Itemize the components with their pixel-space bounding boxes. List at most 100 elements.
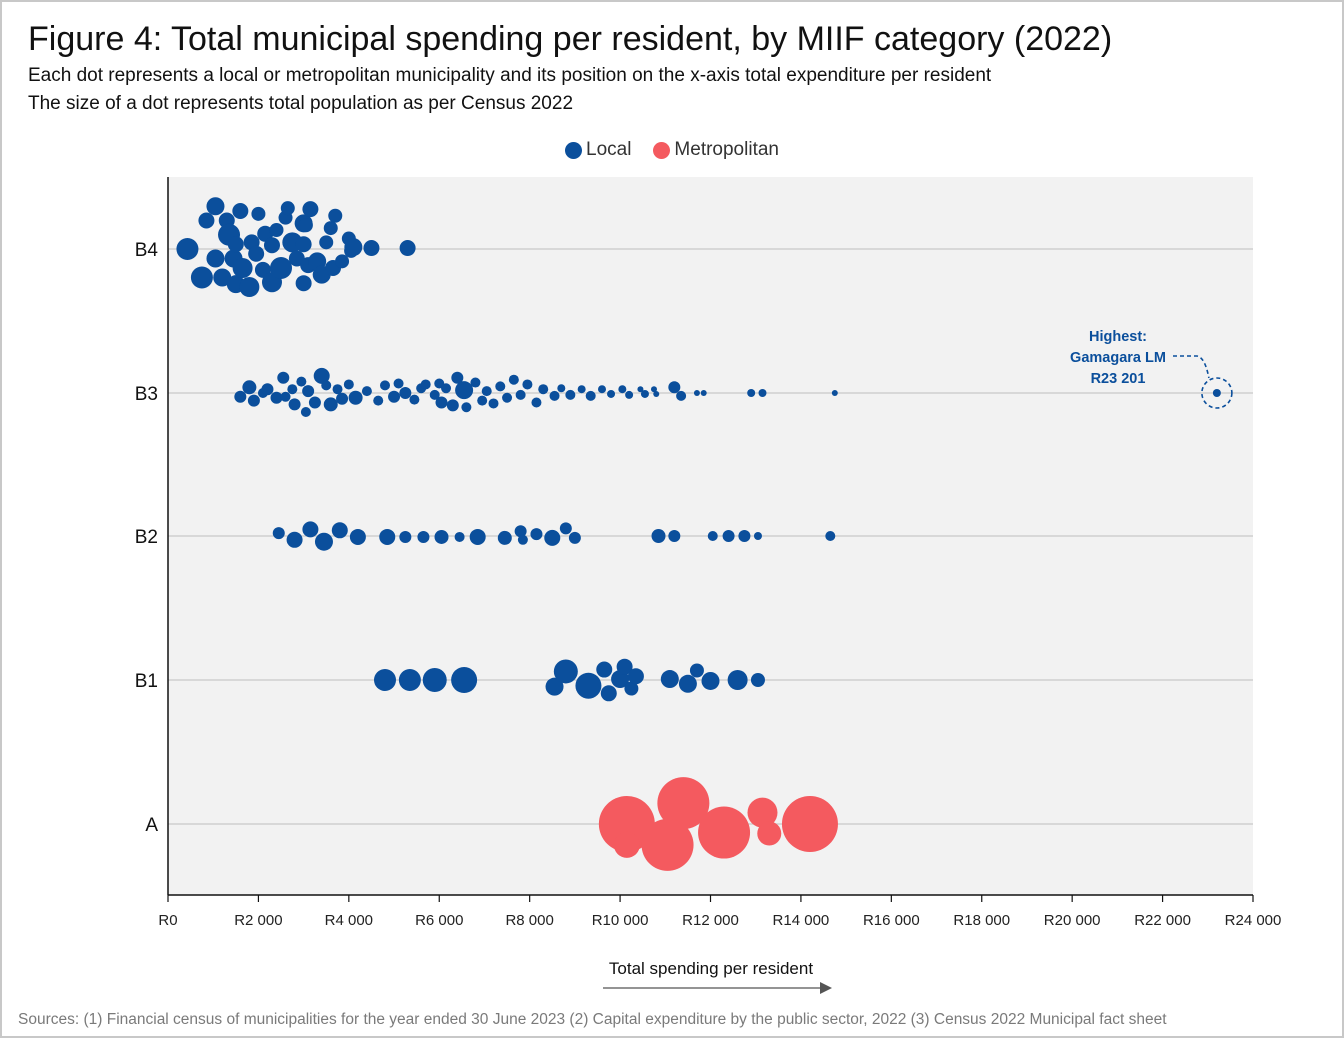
- data-dot-b3: [300, 407, 311, 417]
- data-dot-b2: [497, 530, 512, 545]
- x-tick-label: R16 000: [863, 912, 920, 929]
- data-dot-b2: [434, 529, 449, 544]
- data-dot-b4: [328, 208, 343, 223]
- data-dot-b3: [308, 396, 321, 409]
- data-dot-b1: [678, 674, 697, 693]
- data-dot-b3: [441, 383, 452, 394]
- data-dot-b1: [553, 659, 578, 684]
- x-tick-label: R6 000: [415, 912, 463, 929]
- y-tick-label: B4: [135, 240, 159, 261]
- data-dot-b3: [758, 389, 767, 397]
- data-dot-b2: [559, 522, 572, 535]
- data-dot-b3: [515, 389, 526, 400]
- data-dot-b4: [319, 235, 334, 250]
- data-dot-b1: [398, 669, 421, 691]
- sources-note: Sources: (1) Financial census of municip…: [18, 1011, 1167, 1028]
- data-dot-b2: [738, 530, 751, 542]
- data-dot-b2: [651, 529, 666, 543]
- x-axis-title: Total spending per resident: [609, 959, 813, 978]
- annotation-line: R23 201: [1091, 371, 1146, 387]
- data-dot-b4: [206, 197, 225, 216]
- legend-label-local: Local: [586, 139, 632, 160]
- data-dot-b3: [332, 384, 343, 395]
- data-dot-b3: [577, 385, 586, 394]
- data-dot-b4: [323, 221, 338, 236]
- data-dot-b3: [270, 391, 283, 404]
- data-dot-b2: [825, 531, 836, 541]
- data-dot-b3: [637, 386, 644, 393]
- data-dot-a: [781, 796, 838, 852]
- data-dot-b3: [495, 381, 506, 392]
- y-tick-label: B3: [135, 384, 158, 405]
- data-dot-b3: [747, 389, 756, 397]
- data-dot-b1: [660, 670, 679, 689]
- legend-label-metropolitan: Metropolitan: [674, 139, 779, 160]
- x-tick-label: R22 000: [1134, 912, 1191, 929]
- data-dot-b3: [598, 385, 606, 394]
- data-dot-b4: [232, 258, 253, 278]
- data-dot-a: [613, 831, 640, 858]
- data-dot-b3: [668, 381, 681, 394]
- data-dot-b4: [269, 223, 284, 237]
- data-dot-b2: [722, 530, 735, 542]
- data-dot-b2: [302, 521, 319, 538]
- data-dot-b3: [477, 395, 488, 406]
- data-dot-b3: [676, 390, 687, 401]
- data-dot-b2: [469, 528, 486, 545]
- data-dot-b3: [393, 378, 404, 389]
- data-dot-b3: [277, 371, 290, 384]
- data-dot-b1: [627, 668, 644, 685]
- x-tick-label: R4 000: [325, 912, 373, 929]
- annotation-line: Highest:: [1089, 329, 1147, 345]
- x-tick-label: R8 000: [505, 912, 553, 929]
- data-dot-b3: [618, 385, 627, 394]
- data-dot-b3: [247, 394, 260, 407]
- data-dot-b1: [616, 658, 633, 675]
- x-tick-label: R20 000: [1044, 912, 1101, 929]
- data-dot-b1: [727, 670, 748, 690]
- data-dot-b4: [335, 254, 350, 269]
- data-dot-b2: [314, 532, 333, 551]
- data-dot-b3: [380, 380, 390, 391]
- data-dot-b3: [399, 387, 412, 399]
- data-dot-b3: [522, 379, 533, 390]
- data-dot-b3: [348, 390, 363, 405]
- data-dot-b4: [298, 218, 313, 233]
- data-dot-b3: [373, 395, 384, 406]
- data-dot-b3: [446, 399, 459, 412]
- data-dot-b4: [344, 238, 363, 257]
- data-dot-b3: [585, 390, 596, 401]
- data-dot-b1: [575, 672, 602, 699]
- x-tick-label: R24 000: [1225, 912, 1282, 929]
- data-dot-b4: [176, 238, 199, 260]
- y-tick-label: A: [145, 815, 158, 836]
- data-dot-a: [757, 821, 782, 846]
- data-dot-b2: [417, 530, 430, 543]
- x-tick-label: R18 000: [953, 912, 1010, 929]
- data-dot-b3: [302, 385, 315, 398]
- annotation-leader: [1173, 355, 1210, 379]
- data-dot-b3: [700, 390, 707, 396]
- data-dot-b4: [280, 201, 295, 216]
- data-dot-b3: [343, 379, 354, 390]
- data-dot-b3: [429, 389, 440, 400]
- data-dot-a: [698, 806, 751, 859]
- data-dot-b3: [336, 392, 349, 405]
- data-dot-b1: [422, 668, 447, 692]
- data-dot-b3: [435, 396, 448, 409]
- data-dot-b3: [296, 376, 307, 387]
- data-dot-b4: [251, 206, 266, 221]
- data-dot-b4: [232, 203, 249, 219]
- data-dot-b2: [514, 525, 527, 538]
- data-dot-b3: [261, 383, 274, 396]
- highlight-dot: [1212, 389, 1221, 397]
- data-dot-b2: [568, 531, 581, 544]
- data-dot-b3: [831, 390, 838, 396]
- data-dot-b1: [624, 681, 639, 696]
- data-dot-b4: [363, 240, 380, 257]
- data-dot-b4: [270, 257, 293, 279]
- y-tick-label: B1: [135, 671, 158, 692]
- x-axis-arrow-head: [820, 982, 832, 994]
- data-dot-b3: [640, 389, 649, 398]
